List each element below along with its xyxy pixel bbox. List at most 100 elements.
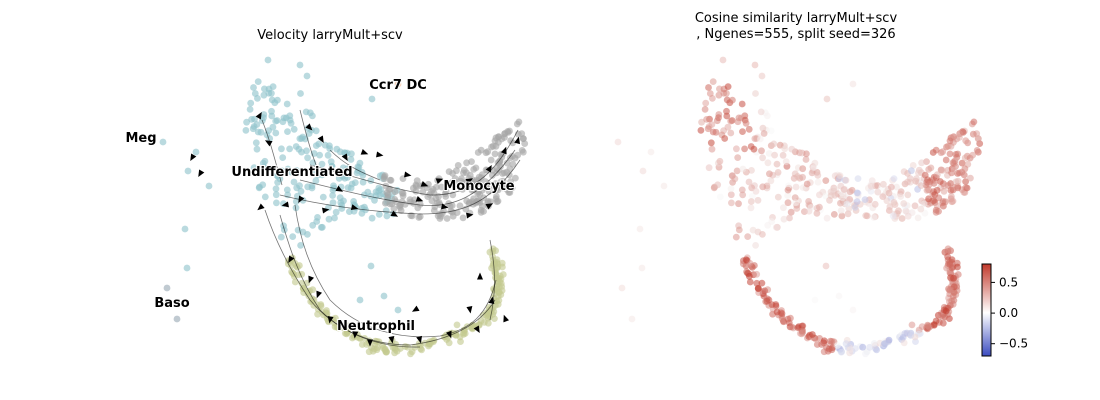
cell-point — [313, 218, 321, 225]
right-chart-title: Cosine similarity larryMult+scv , Ngenes… — [646, 11, 946, 43]
similarity-point — [698, 118, 705, 126]
cell-point — [391, 188, 399, 196]
similarity-point — [798, 327, 806, 335]
similarity-point — [890, 175, 898, 183]
similarity-point — [925, 195, 932, 203]
similarity-point — [866, 343, 873, 351]
similarity-point — [792, 199, 800, 207]
velocity-arrowhead — [190, 153, 197, 162]
cell-point — [443, 215, 451, 222]
similarity-point — [773, 160, 781, 168]
similarity-point — [807, 204, 815, 211]
cell-point — [283, 100, 291, 108]
similarity-point — [924, 322, 932, 330]
similarity-point — [880, 180, 887, 188]
cell-point — [303, 147, 310, 155]
cell-point — [368, 95, 376, 103]
similarity-point — [839, 194, 846, 202]
cell-point — [329, 192, 336, 199]
similarity-point — [754, 196, 762, 204]
velocity-arrowhead — [308, 275, 315, 284]
similarity-point — [854, 175, 862, 183]
cell-point — [302, 108, 310, 116]
cell-point — [268, 107, 275, 115]
similarity-point — [907, 331, 915, 339]
cell-point — [297, 187, 305, 195]
similarity-point — [949, 159, 957, 167]
cell-point — [260, 114, 267, 122]
cell-point — [246, 106, 254, 113]
similarity-point — [799, 165, 807, 173]
right-chart-title-line1: Cosine similarity larryMult+scv — [694, 11, 898, 26]
similarity-point — [791, 194, 799, 202]
similarity-point — [754, 285, 762, 292]
cell-point — [456, 202, 464, 210]
similarity-point — [784, 315, 792, 323]
cell-point — [329, 199, 337, 207]
similarity-point — [818, 341, 825, 348]
cell-point — [260, 91, 268, 99]
cell-point — [415, 214, 423, 221]
velocity-arrowhead — [485, 203, 494, 210]
cell-point — [434, 212, 442, 220]
similarity-point — [647, 148, 655, 156]
similarity-point — [779, 151, 787, 159]
similarity-point — [735, 200, 742, 208]
cell-point — [318, 160, 326, 168]
cell-point — [268, 96, 276, 104]
cell-point — [272, 185, 280, 193]
similarity-point — [715, 114, 722, 122]
cluster-label-baso: Baso — [154, 296, 189, 311]
cell-point — [159, 138, 167, 146]
similarity-point — [949, 197, 957, 205]
similarity-point — [794, 173, 802, 180]
similarity-point — [638, 264, 646, 272]
cell-point — [317, 224, 325, 231]
cell-point — [412, 182, 420, 190]
similarity-point — [918, 159, 925, 167]
cell-point — [491, 261, 499, 268]
velocity-arrowhead — [305, 123, 313, 131]
velocity-arrowhead — [466, 212, 474, 219]
cell-point — [284, 165, 292, 173]
cell-point — [336, 194, 344, 202]
similarity-point — [842, 176, 850, 184]
similarity-point — [872, 345, 879, 353]
cell-point — [385, 186, 393, 193]
similarity-point — [881, 340, 889, 348]
similarity-point — [759, 183, 767, 191]
similarity-point — [941, 313, 949, 321]
similarity-point — [786, 214, 793, 222]
similarity-point — [759, 154, 766, 162]
colorbar-tick-label: 0.0 — [999, 306, 1018, 320]
similarity-point — [969, 130, 977, 138]
cell-point — [304, 154, 311, 162]
similarity-point — [705, 84, 712, 91]
cell-point — [507, 184, 515, 192]
similarity-point — [753, 270, 761, 278]
similarity-point — [830, 211, 838, 218]
similarity-point — [938, 166, 946, 174]
similarity-point — [793, 205, 801, 212]
similarity-point — [763, 297, 771, 305]
cell-point — [304, 183, 312, 191]
similarity-point — [834, 342, 841, 349]
similarity-point — [774, 193, 782, 201]
velocity-arrowhead — [500, 146, 507, 155]
cell-point — [332, 208, 340, 216]
cell-point — [358, 210, 366, 217]
similarity-point — [944, 245, 952, 253]
similarity-point — [951, 184, 958, 191]
similarity-point — [716, 193, 724, 201]
cell-point — [312, 177, 320, 185]
similarity-point — [939, 148, 947, 156]
velocity-arrowhead — [257, 203, 265, 211]
cell-point — [326, 145, 334, 153]
similarity-point — [871, 200, 879, 208]
velocity-arrowhead — [514, 136, 520, 145]
cell-point — [331, 214, 338, 222]
similarity-point — [897, 193, 905, 200]
similarity-point — [867, 182, 875, 190]
similarity-point — [768, 218, 776, 225]
